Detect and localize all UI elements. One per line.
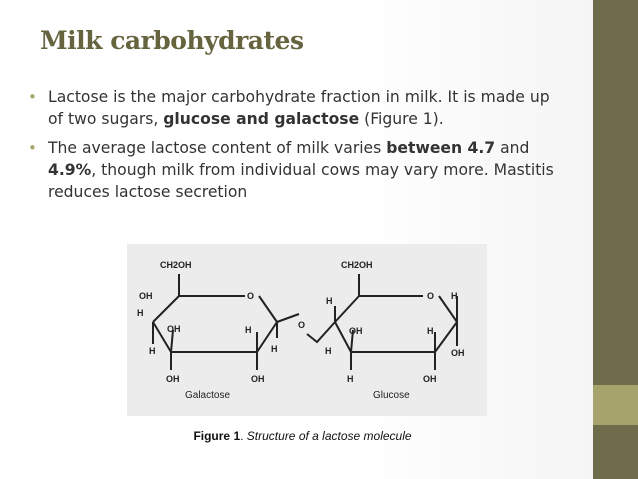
label-h: H: [427, 326, 434, 336]
caption-text: Structure of a lactose molecule: [246, 429, 412, 443]
slide-title: Milk carbohydrates: [40, 26, 304, 55]
bullet-bold-text: 4.9%: [48, 161, 92, 179]
label-h: H: [325, 346, 332, 356]
label-h: H: [137, 308, 144, 318]
label-oh: OH: [167, 324, 181, 334]
label-glucose: Glucose: [373, 390, 410, 401]
galactose-ring: [152, 274, 278, 370]
bullet-text: (Figure 1).: [359, 110, 444, 128]
lactose-structure-diagram: CH2OH OH O OH H H H H OH OH O CH2OH H O …: [137, 260, 465, 401]
bullet-bold-text: glucose and galactose: [163, 110, 360, 128]
figure-caption: Figure 1. Structure of a lactose molecul…: [193, 429, 412, 443]
bullet-text: , though milk from individual cows may v…: [48, 161, 554, 201]
bullet-dot-icon: •: [28, 139, 37, 157]
label-ring-oxygen: O: [427, 291, 434, 301]
bullet-item: • Lactose is the major carbohydrate frac…: [28, 86, 558, 130]
label-h: H: [347, 374, 354, 384]
glycosidic-bond: [276, 313, 336, 344]
label-oh: OH: [451, 348, 465, 358]
label-ch2oh-glucose: CH2OH: [341, 260, 373, 270]
glucose-ring: [334, 274, 458, 370]
label-h: H: [271, 344, 278, 354]
bullet-dot-icon: •: [28, 88, 37, 106]
label-h: H: [451, 291, 458, 301]
label-galactose: Galactose: [185, 390, 230, 401]
label-oh: OH: [349, 326, 363, 336]
caption-label: Figure 1: [193, 429, 241, 443]
label-h: H: [326, 296, 333, 306]
label-oh: OH: [423, 374, 437, 384]
bullet-bold-text: between 4.7: [386, 139, 496, 157]
label-ch2oh-galactose: CH2OH: [160, 260, 192, 270]
side-band-accent: [593, 385, 638, 425]
bullet-text: and: [495, 139, 530, 157]
label-bridge-oxygen: O: [298, 320, 305, 330]
label-oh: OH: [251, 374, 265, 384]
label-oh: OH: [139, 291, 153, 301]
bullet-item: • The average lactose content of milk va…: [28, 137, 558, 203]
label-h: H: [149, 346, 156, 356]
bullet-text: The average lactose content of milk vari…: [48, 139, 387, 157]
label-ring-oxygen: O: [247, 291, 254, 301]
label-oh: OH: [166, 374, 180, 384]
bullet-text: Lactose is the major carbohydrate fracti…: [48, 88, 550, 128]
bullet-list: • Lactose is the major carbohydrate frac…: [28, 86, 558, 210]
label-h: H: [245, 325, 252, 335]
lactose-structure-figure: CH2OH OH O OH H H H H OH OH O CH2OH H O …: [127, 244, 487, 416]
